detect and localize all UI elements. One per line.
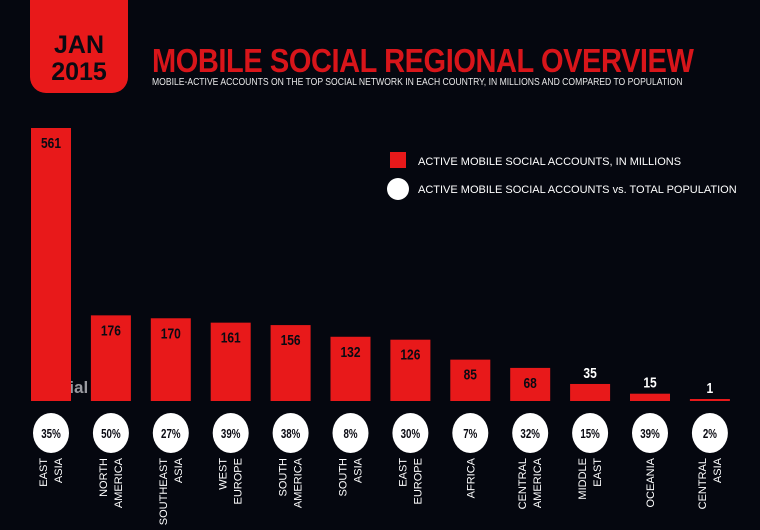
bar <box>31 128 71 401</box>
category-label: AMERICA <box>293 457 305 508</box>
category-label: ASIA <box>353 457 365 483</box>
category-label: SOUTHEAST <box>158 458 170 526</box>
category-label: EAST <box>38 458 50 487</box>
population-percent-label: 15% <box>580 428 600 442</box>
population-percent-label: 39% <box>640 428 660 442</box>
population-percent-label: 30% <box>401 428 421 442</box>
population-percent-label: 39% <box>221 428 241 442</box>
population-circle <box>572 413 609 453</box>
badge-year: 2015 <box>51 58 107 86</box>
bar-value-label: 15 <box>643 374 657 391</box>
population-circle <box>332 413 369 453</box>
bar <box>390 339 431 401</box>
legend-bar-label: ACTIVE MOBILE SOCIAL ACCOUNTS, IN MILLIO… <box>418 156 681 168</box>
legend-bar-swatch <box>390 152 406 168</box>
bar-value-label: 561 <box>41 135 61 152</box>
category-label: AMERICA <box>532 457 544 508</box>
population-circle <box>512 413 549 453</box>
bar <box>689 399 730 401</box>
population-circle <box>691 413 728 453</box>
population-percent-label: 35% <box>41 428 61 442</box>
population-circle <box>92 413 129 453</box>
bar-value-label: 35 <box>583 365 597 382</box>
category-label: SOUTH <box>338 458 350 497</box>
bar <box>510 367 551 401</box>
population-circle <box>212 413 249 453</box>
bar-value-label: 161 <box>221 329 241 346</box>
legend: ACTIVE MOBILE SOCIAL ACCOUNTS, IN MILLIO… <box>387 152 737 200</box>
population-percent-label: 32% <box>520 428 540 442</box>
category-label: CENTRAL <box>517 458 529 509</box>
population-percent-label: 8% <box>343 428 357 442</box>
bar <box>150 318 191 401</box>
bar-value-label: 85 <box>464 366 478 383</box>
bar <box>270 325 311 401</box>
bar <box>630 393 670 401</box>
population-circle <box>392 413 429 453</box>
population-percent-label: 50% <box>101 428 121 442</box>
badge-month: JAN <box>53 31 104 59</box>
population-circle <box>33 413 69 453</box>
bar <box>90 315 131 401</box>
bar <box>210 322 251 401</box>
category-label: AFRICA <box>465 457 477 498</box>
date-badge: JAN 2015 <box>30 0 128 93</box>
category-label: EAST <box>592 458 604 487</box>
population-circle <box>272 413 309 453</box>
legend-circle-label: ACTIVE MOBILE SOCIAL ACCOUNTS vs. TOTAL … <box>418 184 737 196</box>
category-label: OCEANIA <box>645 457 657 507</box>
category-label: EAST <box>397 458 409 487</box>
category-label: AMERICA <box>113 457 125 508</box>
page-title: MOBILE SOCIAL REGIONAL OVERVIEW <box>152 42 694 79</box>
bar-value-label: 126 <box>400 346 420 363</box>
population-percent-label: 27% <box>161 428 181 442</box>
bar-value-label: 132 <box>340 344 360 361</box>
bar <box>330 336 371 401</box>
bar-value-label: 156 <box>281 332 301 349</box>
bar <box>450 359 491 401</box>
bar-value-label: 68 <box>524 375 538 392</box>
population-percent-label: 7% <box>463 428 477 442</box>
category-label: EUROPE <box>233 458 245 504</box>
category-label: WEST <box>218 458 230 490</box>
category-label: EUROPE <box>412 458 424 504</box>
bar <box>570 383 611 401</box>
population-percent-label: 2% <box>703 428 717 442</box>
population-circle <box>152 413 189 453</box>
bar-value-label: 176 <box>101 322 121 339</box>
population-circle <box>632 413 668 453</box>
category-label: CENTRAL <box>697 458 709 509</box>
bar-value-label: 1 <box>707 380 714 397</box>
bar-value-label: 170 <box>161 325 181 342</box>
category-label: ASIA <box>53 457 65 483</box>
population-circle <box>452 413 489 453</box>
category-label: SOUTH <box>278 458 290 497</box>
category-label: NORTH <box>98 458 110 497</box>
population-percent-label: 38% <box>281 428 301 442</box>
page-subtitle: MOBILE-ACTIVE ACCOUNTS ON THE TOP SOCIAL… <box>152 77 683 88</box>
legend-circle-swatch <box>387 178 409 200</box>
category-label: MIDDLE <box>577 458 589 500</box>
category-label: ASIA <box>712 457 724 483</box>
category-label: ASIA <box>173 457 185 483</box>
